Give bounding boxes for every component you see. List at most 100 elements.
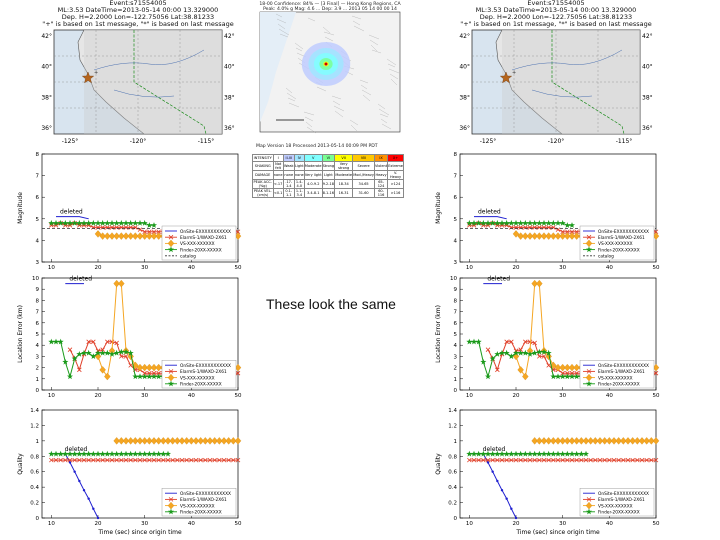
legend-label: Finder-20XX-XXXXX (180, 382, 222, 388)
diamond-marker (578, 437, 585, 445)
star-marker (508, 353, 515, 359)
fault-line (285, 87, 293, 94)
lat-label: 38° (41, 94, 52, 101)
legend-label: ElarmS-1/WAXO-2X61 (598, 235, 645, 241)
intensity-row: DAMAGE none none none Very light Light Moderat… (252, 170, 404, 180)
diamond-marker (150, 363, 158, 372)
x-marker (518, 457, 523, 463)
legend-label: VS-XXX-XXXXXX (180, 375, 215, 381)
lat-label-right: 40° (642, 64, 653, 71)
diamond-marker (234, 437, 242, 445)
x-marker (653, 370, 659, 376)
y-tick-label: 0 (454, 516, 458, 522)
x-marker (203, 457, 208, 463)
intensity-cell: 3.4-8.1 (303, 188, 323, 198)
star-marker (489, 355, 496, 362)
lat-label: 36° (41, 125, 52, 132)
x-marker (86, 339, 91, 345)
intensity-cell: <0.1 (272, 188, 284, 198)
x-tick-label: 20 (513, 393, 520, 399)
legend-label: catalog (180, 254, 196, 260)
diamond-marker (122, 232, 130, 240)
series-elarms (49, 457, 241, 463)
diamond-marker (596, 437, 604, 445)
fault-line (378, 108, 390, 116)
x-marker (579, 457, 584, 463)
intensity-cell: V (303, 154, 323, 162)
dot-marker (491, 470, 494, 473)
y-tick-label: 10 (32, 276, 39, 282)
y-tick-label: 1.2 (448, 423, 457, 429)
x-marker (161, 457, 166, 463)
fault-line (306, 126, 317, 134)
series-finder (466, 450, 589, 457)
left-location-error-chart: 0 1 2 3 4 5 6 7 8 9 10 10 20 30 40 50 Location Error (km… (17, 276, 242, 399)
star-marker (67, 219, 73, 226)
y-tick-label: 0 (454, 388, 458, 394)
y-tick-label: 8 (454, 298, 458, 304)
lon-label: -120° (130, 138, 147, 145)
x-tick-label: 30 (141, 265, 148, 271)
star-marker (151, 450, 157, 457)
star-marker (141, 450, 148, 457)
x-marker (546, 457, 551, 463)
x-tick-label: 10 (466, 265, 473, 271)
diamond-marker (536, 232, 543, 240)
x-marker (569, 457, 575, 463)
fault-line (276, 18, 287, 24)
diamond-marker (587, 437, 594, 445)
left-magnitude-chart: 3 4 5 6 7 8 10 20 30 40 50 Magnitude deleted OnSite-E… (17, 152, 242, 271)
star-marker (559, 373, 566, 380)
x-tick-label: 50 (653, 521, 660, 527)
x-tick-label: 20 (95, 393, 102, 399)
series-onsite (474, 216, 507, 220)
star-marker (471, 450, 477, 457)
diamond-marker (132, 437, 139, 445)
x-marker (625, 457, 631, 463)
x-tick-label: 10 (466, 393, 473, 399)
star-marker (541, 450, 547, 457)
star-marker (137, 373, 143, 380)
star-marker (550, 219, 557, 226)
coverage-region (84, 30, 222, 134)
shakemap-caption: Map Version 18 Processed 2013-05-14 00:0… (256, 144, 378, 149)
x-marker (123, 354, 129, 359)
fault-line (316, 86, 327, 92)
diamond-marker (531, 232, 538, 240)
star-marker (489, 219, 496, 226)
x-marker (128, 457, 133, 463)
star-marker (141, 373, 148, 380)
legend-label: Finder-20XX-XXXXX (598, 510, 640, 516)
x-marker (495, 367, 500, 373)
star-marker (90, 219, 97, 226)
star-marker (146, 222, 153, 228)
lat-label: 42° (459, 33, 470, 40)
legend-label: Finder-20XX-XXXXX (598, 382, 640, 388)
fault-line (287, 97, 296, 102)
star-marker (550, 450, 557, 457)
intensity-row: PEAK ACC.(%g) <.17.17-1.4 1.4-4.0 4.0-9.2 9.… (252, 179, 404, 189)
star-marker (137, 450, 143, 457)
diamond-marker (629, 437, 636, 445)
star-marker (146, 373, 153, 380)
lat-label-right: 38° (642, 94, 653, 101)
left-map-svg: +42° 40° 38° 36° 42° 40° 38° 36° -125° -120° -115° (41, 29, 235, 145)
diamond-marker (601, 437, 608, 445)
intensity-cell: I (272, 154, 284, 162)
diamond-marker (652, 437, 660, 445)
x-marker (621, 457, 626, 463)
y-tick-label: 5 (36, 217, 40, 223)
intensity-cell: 1.4-4.0 (293, 179, 305, 189)
star-marker (466, 219, 473, 226)
x-marker (119, 457, 124, 463)
legend-label: VS-XXX-XXXXXX (180, 241, 215, 247)
dot-marker (496, 479, 499, 483)
x-tick-label: 50 (653, 265, 660, 271)
diamond-marker (104, 372, 111, 381)
fault-line (350, 124, 358, 132)
star-marker (62, 450, 69, 457)
diamond-marker (615, 437, 622, 445)
diamond-marker (164, 437, 172, 445)
diamond-marker (206, 437, 214, 445)
y-axis-label: Quality (435, 453, 442, 475)
